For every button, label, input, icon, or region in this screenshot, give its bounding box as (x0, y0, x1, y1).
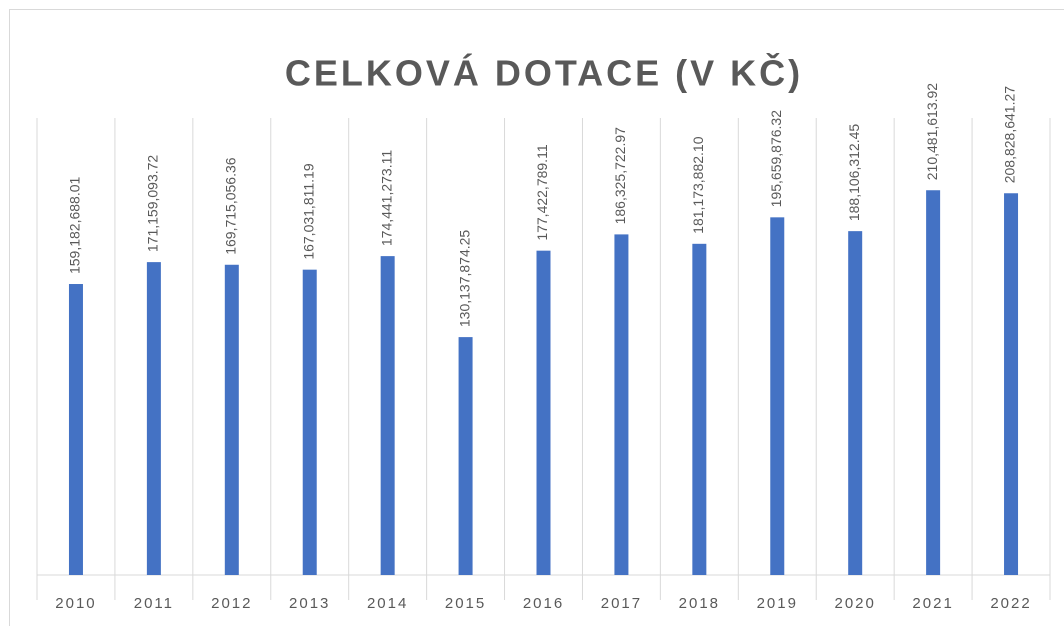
x-tick-label: 2014 (367, 595, 408, 612)
x-tick-label: 2011 (134, 595, 174, 612)
data-label: 208,828,641.27 (1002, 86, 1018, 184)
data-label: 195,659,876.32 (768, 110, 784, 208)
data-label: 188,106,312.45 (846, 124, 862, 222)
bar (68, 284, 83, 575)
bar (458, 337, 473, 575)
bar (848, 231, 863, 575)
data-label: 174,441,273.11 (378, 150, 394, 246)
bar (146, 262, 161, 575)
x-tick-label: 2012 (211, 595, 252, 612)
x-tick-label: 2021 (912, 595, 953, 612)
bar (224, 264, 239, 575)
bar (380, 256, 395, 575)
data-label: 130,137,874.25 (456, 230, 472, 328)
data-label: 210,481,613.92 (924, 83, 940, 181)
x-tick-label: 2013 (289, 595, 330, 612)
x-tick-label: 2017 (601, 595, 642, 612)
x-tick-label: 2022 (990, 595, 1031, 612)
bar (692, 243, 707, 575)
bar (1004, 193, 1019, 576)
data-label: 171,159,093.72 (145, 155, 161, 253)
data-label: 167,031,811.19 (300, 163, 316, 259)
data-label: 159,182,688.01 (67, 176, 83, 274)
x-tick-label: 2020 (835, 595, 876, 612)
data-label: 169,715,056.36 (223, 157, 239, 255)
bar (302, 269, 317, 575)
chart-title: CELKOVÁ DOTACE (V KČ) (285, 52, 803, 94)
data-label: 186,325,722.97 (612, 127, 628, 225)
bar (536, 250, 551, 575)
bar (614, 234, 629, 575)
x-tick-label: 2019 (757, 595, 798, 612)
data-label: 177,422,789.11 (534, 144, 550, 240)
bar (926, 190, 941, 575)
bar (770, 217, 785, 575)
x-tick-label: 2016 (523, 595, 564, 612)
data-label: 181,173,882.10 (690, 136, 706, 234)
x-tick-label: 2010 (55, 595, 96, 612)
x-tick-label: 2018 (679, 595, 720, 612)
x-tick-label: 2015 (445, 595, 486, 612)
